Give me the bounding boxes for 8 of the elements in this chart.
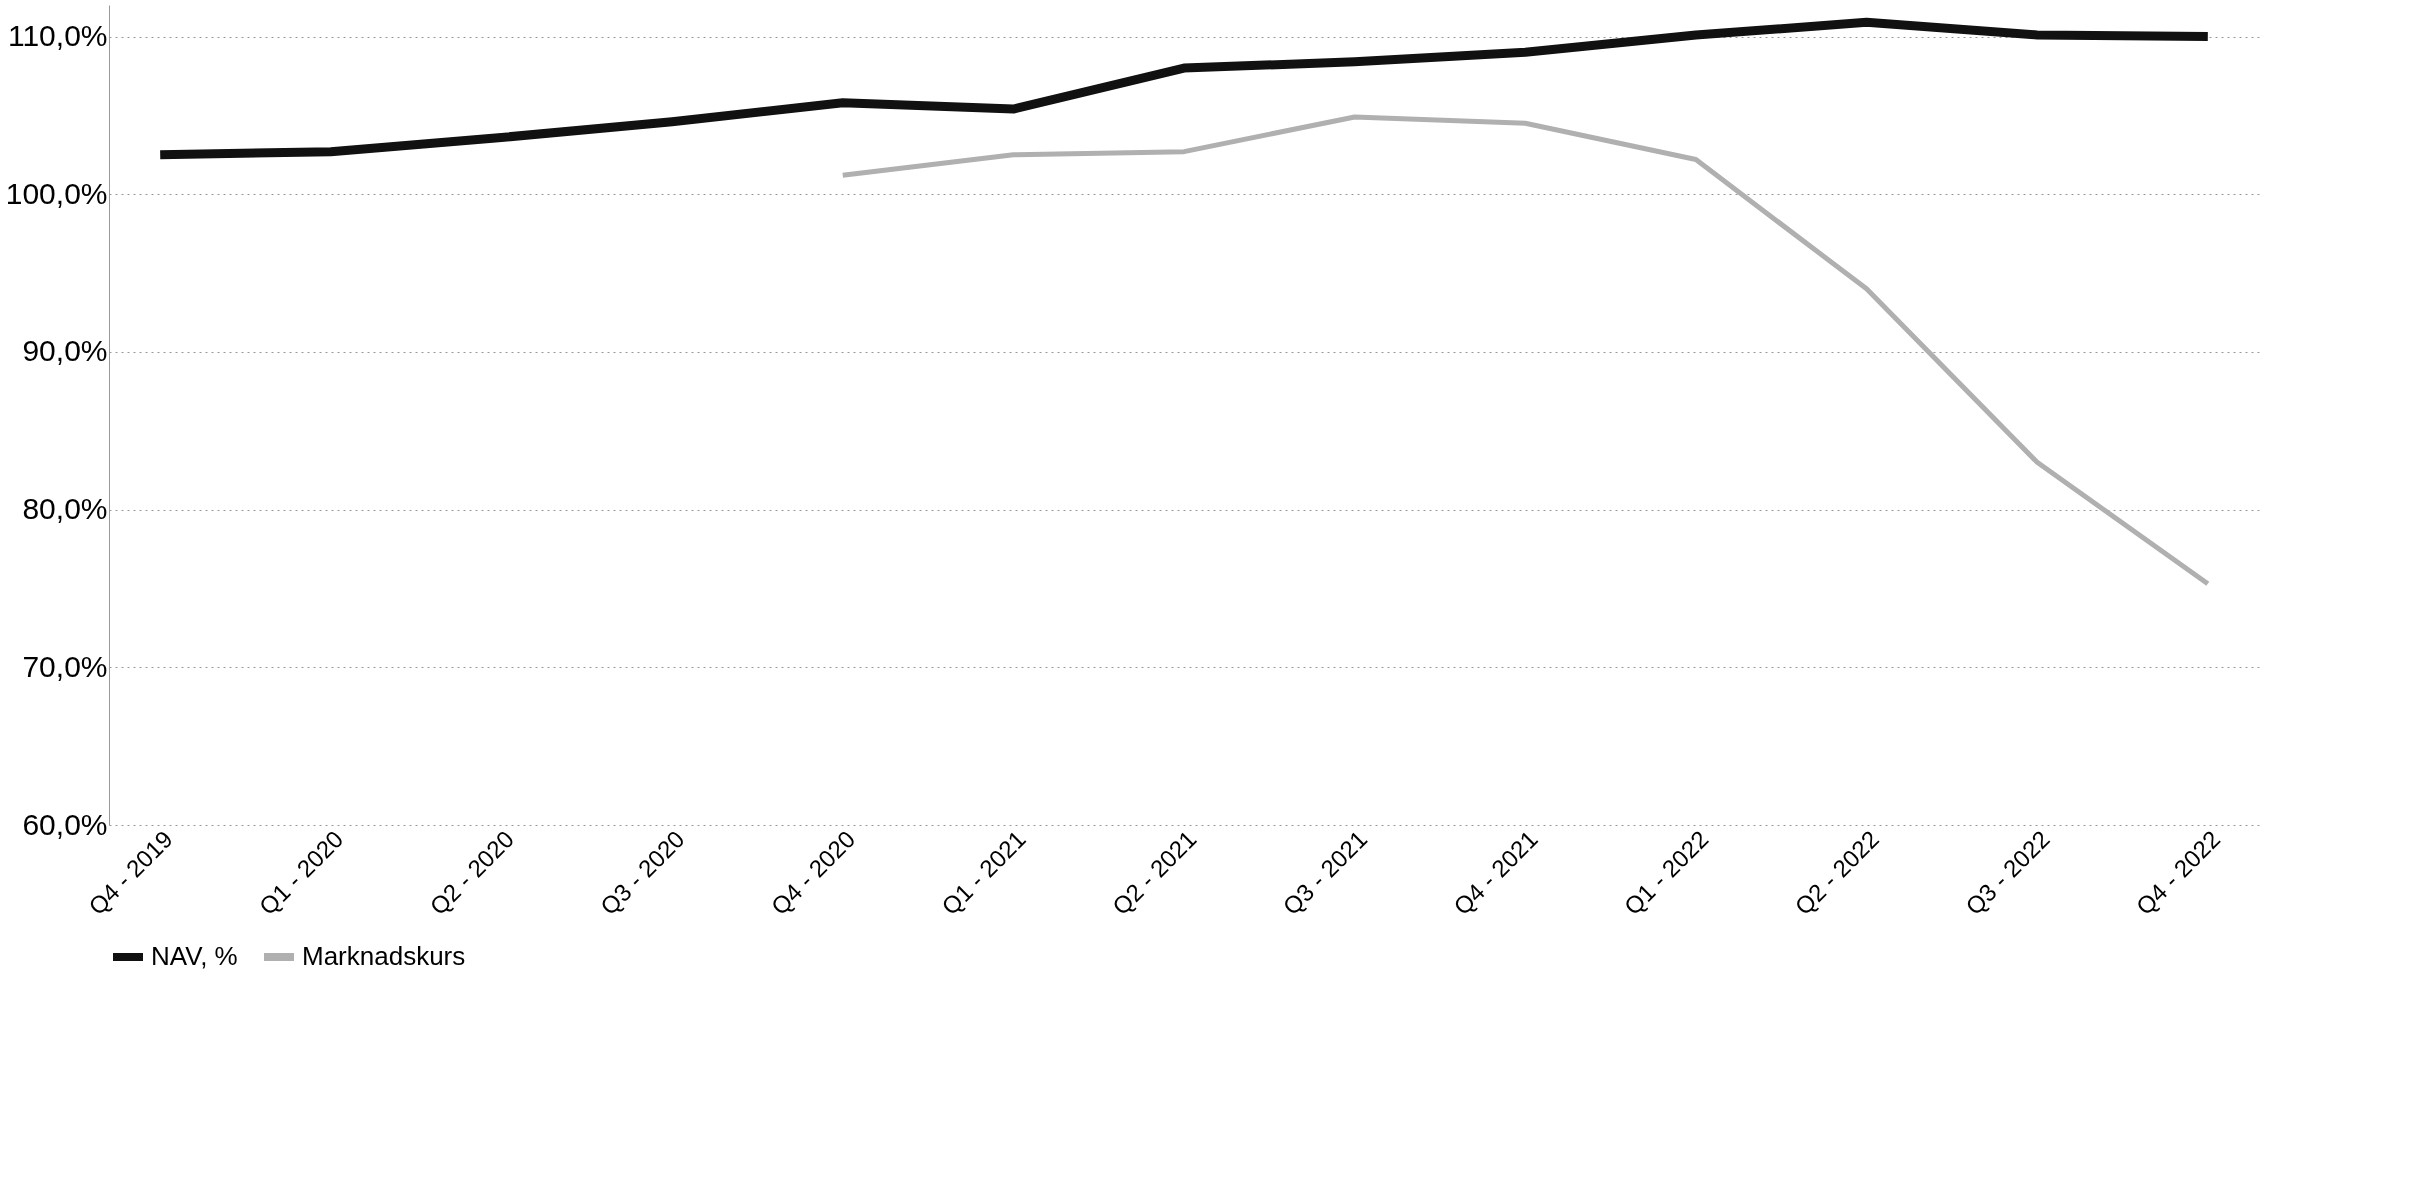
y-tick-label: 90,0% (22, 334, 108, 368)
y-tick-label: 110,0% (7, 19, 108, 53)
y-tick-label: 70,0% (22, 649, 108, 683)
y-tick-label: 80,0% (22, 492, 108, 526)
legend-label: Marknadskurs (302, 941, 466, 971)
y-tick-label: 100,0% (5, 176, 108, 210)
legend-label: NAV, % (151, 941, 238, 971)
y-tick-label: 60,0% (22, 807, 108, 841)
